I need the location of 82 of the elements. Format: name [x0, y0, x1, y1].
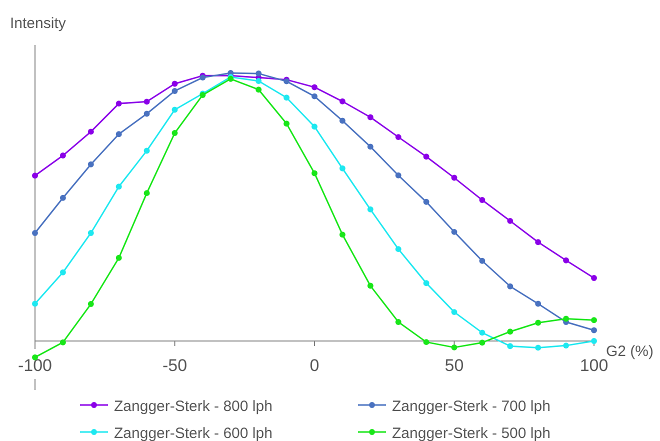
point	[256, 86, 262, 93]
point	[312, 124, 318, 130]
point	[339, 118, 346, 124]
point	[32, 300, 38, 307]
point	[563, 316, 570, 322]
point	[144, 190, 150, 196]
point	[479, 340, 486, 346]
point	[172, 106, 178, 113]
point	[507, 328, 514, 335]
point	[395, 246, 402, 252]
point	[60, 339, 66, 346]
point	[591, 317, 597, 324]
point	[479, 330, 486, 336]
legend-label: Zangger-Sterk - 700 lph	[392, 398, 550, 415]
point	[339, 165, 346, 172]
point	[116, 131, 122, 138]
point	[116, 100, 122, 107]
point	[395, 318, 402, 325]
point	[172, 80, 178, 87]
point	[339, 232, 346, 238]
point	[312, 84, 318, 90]
point	[591, 327, 597, 334]
point	[339, 98, 346, 104]
point	[479, 197, 486, 204]
point	[32, 172, 38, 179]
point	[591, 338, 597, 344]
point	[423, 198, 430, 205]
point	[367, 114, 374, 120]
point	[256, 78, 262, 84]
legend-label: Zangger-Sterk - 600 lph	[114, 425, 272, 441]
point	[144, 98, 150, 105]
point	[535, 320, 542, 326]
point	[60, 269, 66, 276]
point	[32, 230, 38, 236]
legend-label: Zangger-Sterk - 800 lph	[114, 398, 272, 415]
point	[535, 300, 542, 307]
point	[116, 184, 122, 190]
x-axis-title: G2 (%)	[606, 343, 654, 360]
x-tick-label: 100	[580, 356, 608, 375]
point	[88, 301, 94, 307]
point	[367, 282, 374, 289]
point	[535, 239, 542, 246]
point	[88, 128, 94, 135]
y-axis-title: Intensity	[10, 15, 66, 32]
point	[88, 230, 94, 236]
point	[312, 170, 318, 176]
point	[507, 218, 514, 224]
point	[60, 152, 66, 159]
point	[60, 194, 66, 201]
point	[116, 254, 122, 261]
point	[367, 206, 374, 212]
x-tick-label: -50	[162, 356, 188, 375]
point	[423, 154, 430, 160]
point	[367, 144, 374, 150]
point	[256, 70, 262, 77]
x-tick-label: 50	[444, 356, 464, 375]
legend-label: Zangger-Sterk - 500 lph	[392, 425, 550, 441]
point	[144, 148, 150, 154]
point	[395, 134, 402, 140]
x-tick-label: -100	[18, 356, 52, 375]
point	[144, 110, 150, 117]
point	[395, 172, 402, 178]
point	[563, 342, 570, 349]
point	[284, 120, 290, 127]
point	[451, 228, 458, 235]
point	[563, 257, 570, 264]
point	[88, 161, 94, 168]
point	[451, 309, 458, 316]
point	[284, 94, 290, 101]
point	[451, 174, 458, 181]
point	[172, 88, 178, 94]
point	[312, 93, 318, 100]
point	[451, 344, 458, 350]
point	[507, 283, 514, 290]
point	[423, 280, 430, 286]
point	[479, 258, 486, 264]
x-tick-label: 0	[310, 356, 320, 375]
point	[535, 344, 542, 351]
point	[507, 343, 514, 350]
point	[172, 130, 178, 136]
point	[423, 339, 430, 346]
point	[591, 275, 597, 281]
